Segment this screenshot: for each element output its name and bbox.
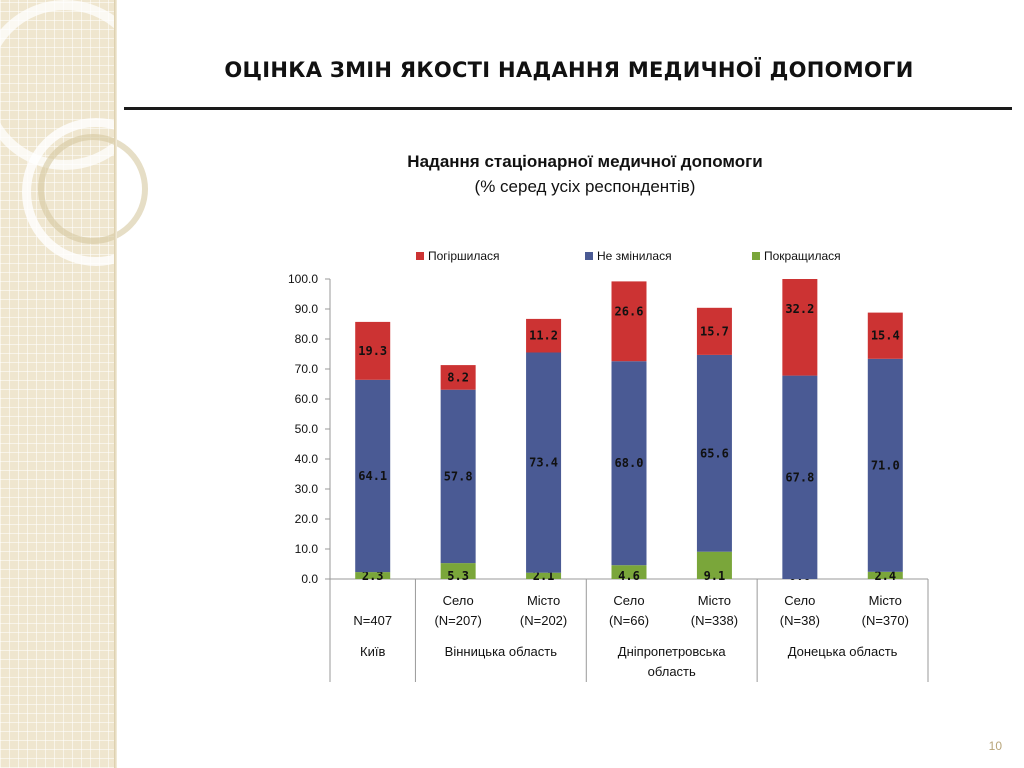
bar-segment-Погіршилася bbox=[526, 318, 562, 353]
data-label: 65.6 bbox=[700, 446, 729, 460]
y-tick-label: 50.0 bbox=[295, 422, 319, 436]
bar-segment-Погіршилася bbox=[440, 365, 476, 390]
data-label: 4.6 bbox=[618, 569, 640, 583]
category-label: Місто bbox=[698, 593, 731, 608]
bar-segment-Погіршилася bbox=[355, 321, 391, 380]
category-label: Місто bbox=[527, 593, 560, 608]
category-label: (N=207) bbox=[434, 613, 481, 628]
data-label: 8.2 bbox=[447, 370, 469, 384]
data-label: 26.6 bbox=[615, 304, 644, 318]
bar-segment-Погіршилася bbox=[696, 307, 732, 355]
legend-label: Покращилася bbox=[764, 249, 841, 263]
group-label: область bbox=[648, 664, 696, 679]
data-label: 9.1 bbox=[704, 569, 726, 583]
y-tick-label: 70.0 bbox=[295, 362, 319, 376]
sidebar-edge bbox=[114, 0, 117, 768]
data-label: 57.8 bbox=[444, 469, 473, 483]
y-tick-label: 80.0 bbox=[295, 332, 319, 346]
bar-segment-Погіршилася bbox=[782, 279, 818, 376]
y-tick-label: 20.0 bbox=[295, 512, 319, 526]
bar-segment-Не змінилася bbox=[867, 358, 903, 572]
data-label: 73.4 bbox=[529, 456, 558, 470]
decorative-ring-middle bbox=[22, 118, 170, 266]
data-label: 2.4 bbox=[874, 569, 896, 583]
group-label: Київ bbox=[360, 644, 385, 659]
data-label: 2.3 bbox=[362, 569, 384, 583]
category-label: Село bbox=[443, 593, 474, 608]
category-label: (N=38) bbox=[780, 613, 820, 628]
data-label: 19.3 bbox=[358, 344, 387, 358]
chart-subtitle: (% серед усіх респондентів) bbox=[474, 177, 696, 196]
data-label: 67.8 bbox=[785, 470, 814, 484]
bar-segment-Покращилася bbox=[355, 572, 391, 579]
data-label: 11.2 bbox=[529, 329, 558, 343]
slide-title: ОЦІНКА ЗМІН ЯКОСТІ НАДАННЯ МЕДИЧНОЇ ДОПО… bbox=[224, 58, 914, 82]
bar-segment-Погіршилася bbox=[867, 312, 903, 359]
bar-segment-Не змінилася bbox=[696, 354, 732, 552]
category-label: Місто bbox=[869, 593, 902, 608]
category-label: (N=338) bbox=[691, 613, 738, 628]
bar-segment-Не змінилася bbox=[440, 389, 476, 564]
category-label: (N=66) bbox=[609, 613, 649, 628]
data-label: 32.2 bbox=[785, 302, 814, 316]
legend-swatch bbox=[752, 252, 760, 260]
y-tick-label: 60.0 bbox=[295, 392, 319, 406]
y-tick-label: 100.0 bbox=[288, 272, 318, 286]
y-tick-label: 30.0 bbox=[295, 482, 319, 496]
title-divider bbox=[124, 107, 1012, 110]
y-tick-label: 40.0 bbox=[295, 452, 319, 466]
data-label: 68.0 bbox=[615, 456, 644, 470]
data-label: 15.7 bbox=[700, 324, 729, 338]
bar-segment-Покращилася bbox=[611, 565, 647, 579]
group-label: Донецька область bbox=[788, 644, 898, 659]
bar-segment-Погіршилася bbox=[611, 281, 647, 362]
bar-segment-Покращилася bbox=[867, 571, 903, 579]
decorative-sidebar bbox=[0, 0, 170, 768]
page-number: 10 bbox=[988, 739, 1002, 753]
bar-segment-Не змінилася bbox=[355, 379, 391, 573]
decorative-ring-inner bbox=[38, 134, 148, 244]
data-label: 64.1 bbox=[358, 469, 387, 483]
legend-swatch bbox=[416, 252, 424, 260]
legend-label: Погіршилася bbox=[428, 249, 500, 263]
bar-segment-Покращилася bbox=[440, 563, 476, 579]
y-tick-label: 10.0 bbox=[295, 542, 319, 556]
chart-title: Надання стаціонарної медичної допомоги bbox=[407, 152, 763, 171]
category-label: (N=202) bbox=[520, 613, 567, 628]
category-label: N=407 bbox=[353, 613, 392, 628]
category-label: Село bbox=[613, 593, 644, 608]
y-tick-label: 0.0 bbox=[301, 572, 318, 586]
bar-segment-Не змінилася bbox=[526, 352, 562, 573]
bar-segment-Покращилася bbox=[696, 551, 732, 579]
bar-segment-Не змінилася bbox=[782, 375, 818, 579]
group-label: Вінницька область bbox=[445, 644, 558, 659]
data-label: 71.0 bbox=[871, 458, 900, 472]
legend-swatch bbox=[585, 252, 593, 260]
group-label: Дніпропетровська bbox=[618, 644, 727, 659]
category-label: (N=370) bbox=[862, 613, 909, 628]
data-label: 15.4 bbox=[871, 329, 900, 343]
category-label: Село bbox=[784, 593, 815, 608]
y-tick-label: 90.0 bbox=[295, 302, 319, 316]
bar-segment-Покращилася bbox=[526, 572, 562, 579]
data-label: 5.3 bbox=[447, 569, 469, 583]
legend-label: Не змінилася bbox=[597, 249, 672, 263]
bar-segment-Не змінилася bbox=[611, 361, 647, 566]
